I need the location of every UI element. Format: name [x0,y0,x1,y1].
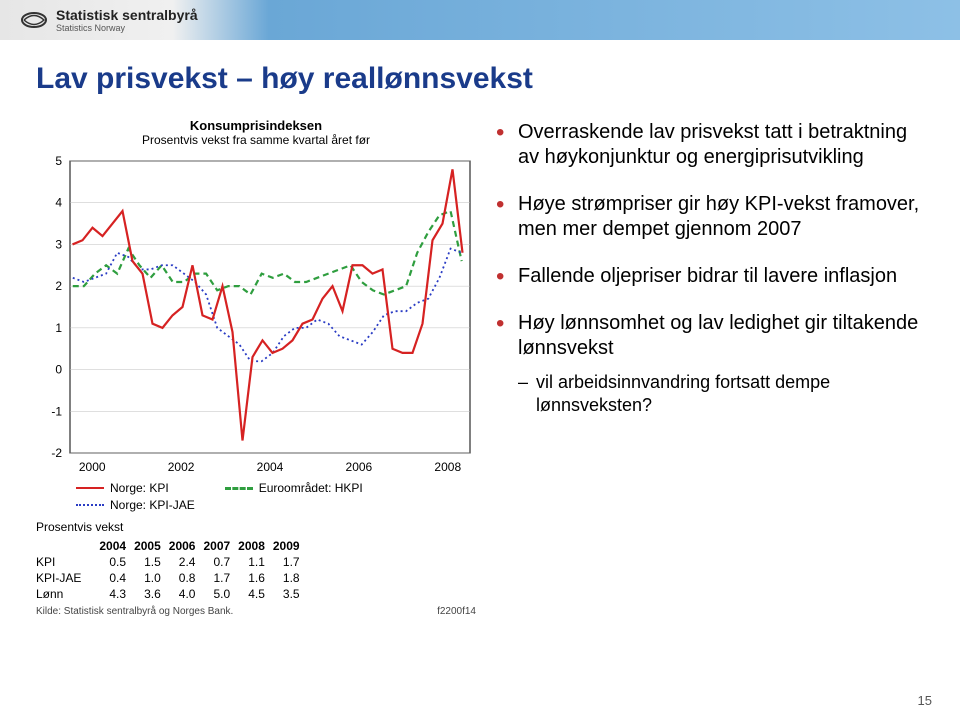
table-title: Prosentvis vekst [36,520,476,534]
data-table: 200420052006200720082009KPI0.51.52.40.71… [36,538,308,602]
bullet-item: Fallende oljepriser bidrar til lavere in… [496,264,924,289]
figure-id: f2200f14 [437,606,476,617]
svg-text:2002: 2002 [168,460,195,474]
svg-text:2004: 2004 [257,460,284,474]
table-header [36,538,99,554]
logo-sub: Statistics Norway [56,23,198,33]
table-header: 2009 [273,538,308,554]
svg-text:0: 0 [55,363,62,377]
chart-svg: -2 -1 0 1 2 3 4 5 2000 2002 2004 2006 2008 [36,155,476,475]
source-text: Kilde: Statistisk sentralbyrå og Norges … [36,606,233,617]
bullet-list: Overraskende lav prisvekst tatt i betrak… [496,120,924,416]
table-header: 2008 [238,538,273,554]
table-row: KPI0.51.52.40.71.11.7 [36,554,308,570]
svg-text:3: 3 [55,237,62,251]
legend-hkpi: Euroområdet: HKPI [225,481,363,495]
legend-kpi: Norge: KPI [76,481,195,495]
table-header: 2004 [99,538,134,554]
table-header: 2005 [134,538,169,554]
svg-text:2000: 2000 [79,460,106,474]
bullet-item: Overraskende lav prisvekst tatt i betrak… [496,120,924,170]
logo: Statistisk sentralbyrå Statistics Norway [20,7,198,33]
table-header: 2007 [203,538,238,554]
logo-name: Statistisk sentralbyrå [56,7,198,23]
bullet-item: Høy lønnsomhet og lav ledighet gir tilta… [496,311,924,416]
chart: Konsumprisindeksen Prosentvis vekst fra … [36,118,476,617]
svg-text:2: 2 [55,279,62,293]
svg-text:1: 1 [55,321,62,335]
table-row: KPI-JAE0.41.00.81.71.61.8 [36,570,308,586]
page-title: Lav prisvekst – høy reallønnsvekst [36,62,924,96]
table-row: Lønn4.33.64.05.04.53.5 [36,586,308,602]
table-header: 2006 [169,538,204,554]
header-bar: Statistisk sentralbyrå Statistics Norway [0,0,960,40]
svg-text:4: 4 [55,196,62,210]
bullet-item: Høye strømpriser gir høy KPI-vekst framo… [496,192,924,242]
ssb-logo-icon [20,9,48,31]
chart-subtitle: Prosentvis vekst fra samme kvartal året … [36,133,476,147]
legend-kpijae: Norge: KPI-JAE [76,498,195,512]
svg-text:-2: -2 [51,446,62,460]
svg-text:5: 5 [55,155,62,168]
page-number: 15 [918,693,932,708]
sub-bullet-item: vil arbeidsinnvandring fortsatt dempe lø… [518,371,924,416]
svg-text:-1: -1 [51,404,62,418]
svg-text:2006: 2006 [346,460,373,474]
chart-title: Konsumprisindeksen [36,118,476,133]
chart-legend: Norge: KPI Norge: KPI-JAE Euroområdet: H… [76,481,476,512]
svg-text:2008: 2008 [434,460,461,474]
